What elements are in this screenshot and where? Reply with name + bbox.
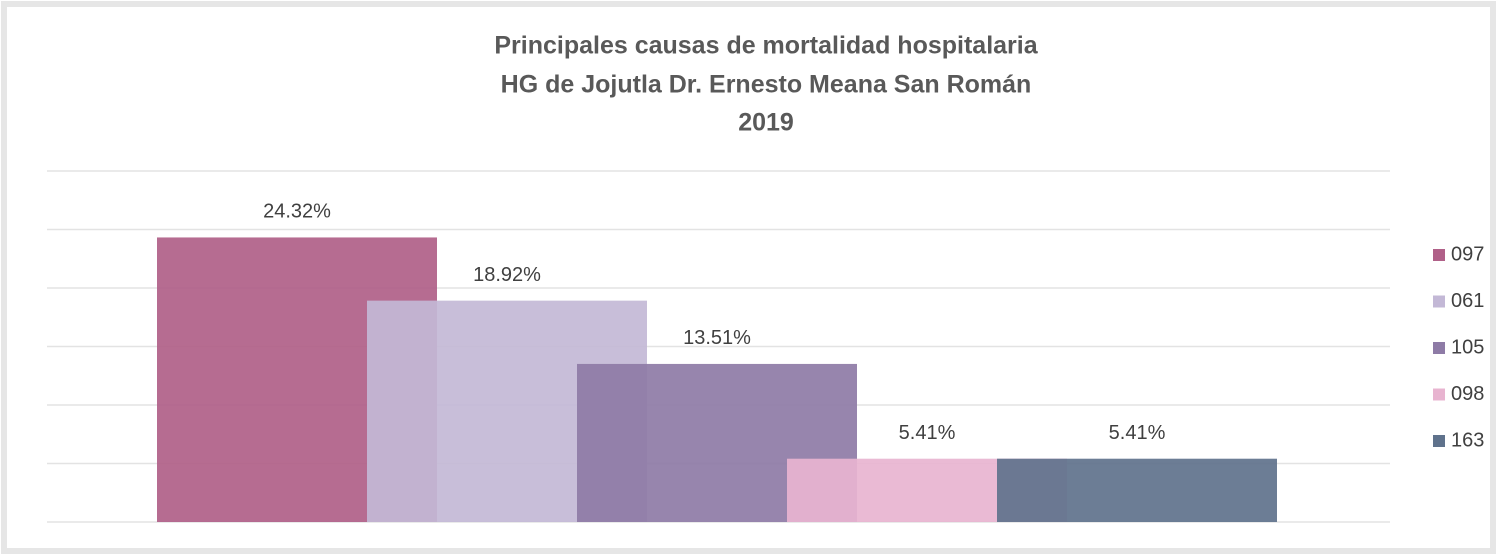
legend-swatch — [1433, 435, 1445, 447]
bar — [997, 458, 1277, 522]
legend-swatch — [1433, 295, 1445, 308]
chart-title: Principales causas de mortalidad hospita… — [494, 32, 1038, 60]
chart-title: HG de Jojutla Dr. Ernesto Meana San Romá… — [501, 71, 1032, 99]
value-label: 5.41% — [1109, 422, 1166, 444]
legend-swatch — [1433, 388, 1445, 401]
legend-label: 105 — [1451, 336, 1484, 358]
legend-swatch — [1433, 342, 1445, 354]
legend-label: 097 — [1451, 243, 1484, 265]
value-label: 24.32% — [263, 201, 331, 223]
legend-label: 098 — [1451, 383, 1484, 405]
legend-label: 061 — [1451, 290, 1484, 312]
value-label: 18.92% — [473, 264, 541, 286]
value-label: 5.41% — [899, 422, 956, 444]
legend-swatch — [1433, 249, 1445, 261]
chart-title: 2019 — [738, 109, 794, 137]
value-label: 13.51% — [683, 327, 751, 349]
legend-label: 163 — [1451, 429, 1484, 451]
